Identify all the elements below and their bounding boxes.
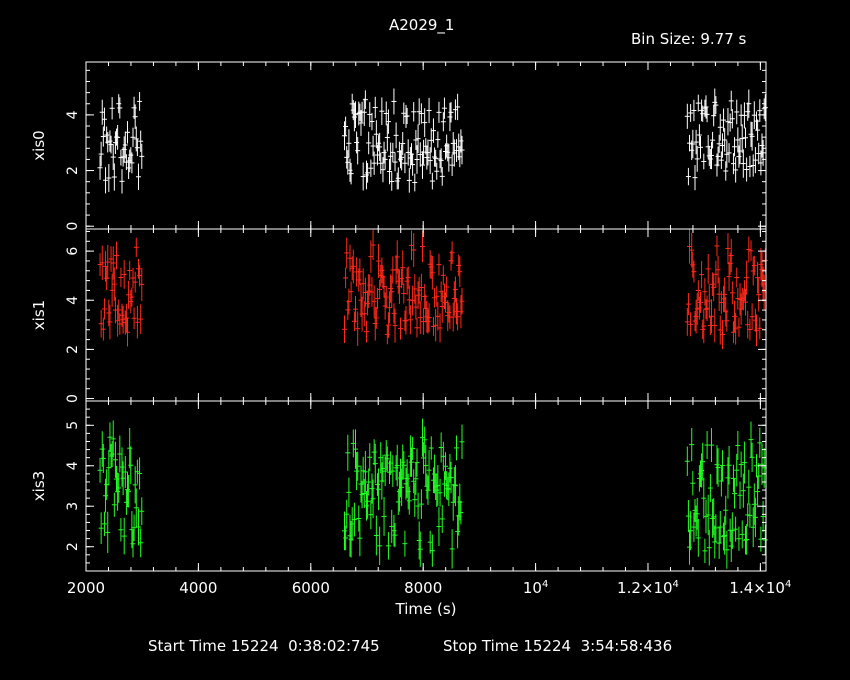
xis1-y-tick-label: 4	[65, 296, 81, 305]
xis3-y-tick-label: 5	[65, 421, 81, 430]
xis3-axis-label: xis3	[30, 471, 48, 501]
x-tick-label: 104	[523, 579, 548, 597]
xis3-y-tick-label: 2	[65, 542, 81, 551]
xis1-y-tick-label: 2	[65, 345, 81, 354]
xis3-panel-frame	[85, 400, 767, 572]
xis3-y-tick-label: 4	[65, 461, 81, 470]
x-tick-label: 2000	[67, 579, 105, 597]
xis0-y-tick-label: 4	[65, 110, 81, 119]
x-tick-label: 8000	[404, 579, 442, 597]
xis0-axis-label: xis0	[30, 130, 48, 160]
x-tick-label: 1.2×104	[617, 579, 679, 597]
chart-title: A2029_1	[389, 16, 455, 34]
stop-time-label: Stop Time 15224 3:54:58:436	[443, 637, 673, 655]
xis1-axis-label: xis1	[30, 300, 48, 330]
bin-size-label: Bin Size: 9.77 s	[631, 30, 747, 48]
xis0-y-tick-label: 2	[65, 166, 81, 175]
xis1-y-tick-label: 6	[65, 247, 81, 256]
xis1-y-tick-label: 0	[65, 394, 81, 403]
x-tick-label: 1.4×104	[729, 579, 791, 597]
start-time-label: Start Time 15224 0:38:02:745	[148, 637, 380, 655]
xis0-y-tick-label: 0	[65, 222, 81, 231]
x-tick-label: 6000	[292, 579, 330, 597]
x-tick-label: 4000	[179, 579, 217, 597]
x-axis-label: Time (s)	[395, 600, 457, 618]
xis3-y-tick-label: 3	[65, 502, 81, 511]
